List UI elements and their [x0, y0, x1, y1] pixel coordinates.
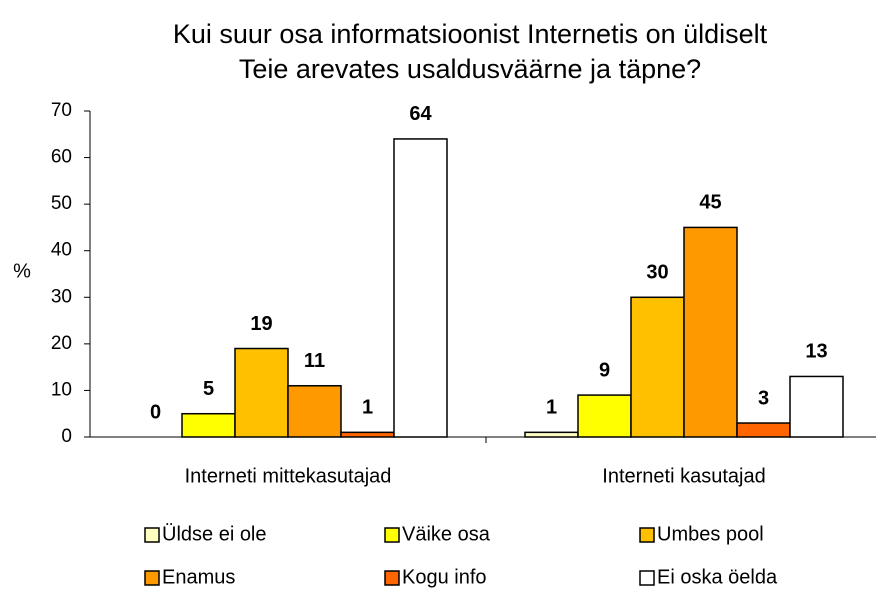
legend-label: Üldse ei ole [162, 523, 267, 545]
bar [789, 375, 844, 438]
value-label: 9 [599, 359, 610, 381]
value-label: 11 [304, 350, 325, 372]
y-tick-label: 40 [51, 240, 72, 261]
legend-label: Enamus [162, 566, 235, 588]
x-tick-label: Interneti kasutajad [602, 465, 765, 487]
y-tick-label: 70 [51, 100, 72, 121]
legend-swatch [639, 527, 655, 543]
y-tick-label: 10 [51, 379, 72, 400]
legend-swatch [144, 527, 160, 543]
y-tick-label: 50 [51, 193, 72, 214]
y-tick-label: 0 [61, 426, 72, 447]
y-tick-label: 20 [51, 333, 72, 354]
value-label: 19 [250, 313, 272, 335]
value-label: 13 [805, 341, 827, 363]
chart-title: Kui suur osa informatsioonist Internetis… [173, 19, 768, 49]
bar [736, 422, 791, 438]
legend-label: Väike osa [402, 523, 491, 545]
value-label: 64 [409, 103, 432, 125]
legend-swatch [384, 527, 400, 543]
legend-swatch [384, 570, 400, 586]
chart-title: Teie arevates usaldusväärne ja täpne? [239, 54, 701, 84]
bar [577, 394, 632, 438]
value-label: 5 [203, 378, 214, 400]
bar [234, 347, 289, 438]
legend-label: Kogu info [402, 566, 487, 588]
bar [181, 412, 236, 438]
y-tick-label: 60 [51, 147, 72, 168]
bar [630, 296, 685, 438]
y-axis-label: % [13, 260, 31, 282]
x-tick-label: Interneti mittekasutajad [185, 465, 392, 487]
value-label: 3 [758, 387, 769, 409]
value-label: 30 [646, 262, 668, 284]
bar [393, 138, 448, 438]
bar [683, 226, 738, 438]
value-label: 1 [362, 397, 373, 419]
legend-swatch [639, 570, 655, 586]
value-label: 1 [546, 397, 557, 419]
bar [340, 431, 395, 438]
legend-label: Ei oska öelda [657, 566, 778, 588]
value-label: 45 [699, 192, 721, 214]
value-label: 0 [150, 401, 161, 423]
bar [524, 431, 579, 438]
y-tick-label: 30 [51, 286, 72, 307]
bar [287, 385, 342, 438]
legend-label: Umbes pool [657, 523, 764, 545]
legend-swatch [144, 570, 160, 586]
